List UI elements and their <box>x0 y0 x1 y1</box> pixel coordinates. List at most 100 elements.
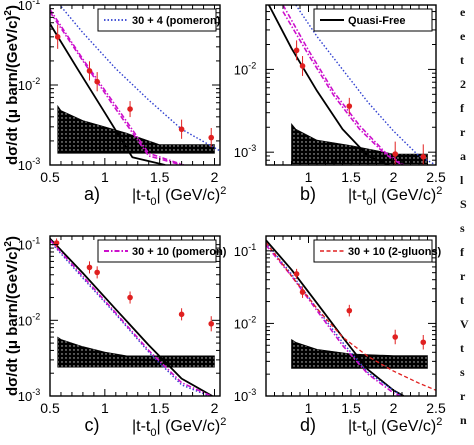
y-tick-label: 10-1 <box>18 236 40 253</box>
x-axis-title-part: |t-t <box>132 187 151 204</box>
curve-solid-1 <box>50 237 213 396</box>
y-tick-label: 10-3 <box>18 156 40 173</box>
data-point <box>420 339 427 346</box>
data-point <box>392 334 399 340</box>
y-axis-title: dσ/dt (μ barn/(GeV/c)2) <box>3 236 21 396</box>
x-axis-title: |t-t0| (GeV/c)2 <box>348 416 442 439</box>
side-text-fragment: f <box>460 101 464 115</box>
x-axis-title-part: |t-t <box>348 187 367 204</box>
y-tick-base: 10 <box>18 238 32 253</box>
y-tick-base: 10 <box>18 158 32 173</box>
side-text-fragment: a <box>460 149 466 163</box>
x-tick-label: 1 <box>305 169 313 185</box>
x-axis-title-exponent: 2 <box>436 416 442 428</box>
x-tick-label: 1 <box>101 169 109 185</box>
y-tick-exponent: -2 <box>32 76 40 86</box>
curve-dashdot-magenta-2 <box>282 11 403 165</box>
y-tick-exponent: -3 <box>32 387 40 397</box>
y-tick-exponent: -1 <box>248 242 256 252</box>
data-point <box>94 269 100 276</box>
curve-solid-1 <box>267 5 390 165</box>
y-tick-base: 10 <box>18 0 32 13</box>
x-tick-label: 2.5 <box>426 400 446 416</box>
y-axis-title: dσ/dt (μ barn/(GeV/c)2) <box>3 5 21 165</box>
curve-dotted-blue-2 <box>266 242 403 396</box>
side-text-fragment: e <box>460 5 466 19</box>
x-tick-label: 2 <box>211 169 219 185</box>
curve-dashdot-magenta-3 <box>50 239 212 396</box>
side-text-fragment: r <box>460 125 466 139</box>
y-tick-exponent: -3 <box>248 143 256 153</box>
side-text-fragment: n <box>460 413 467 427</box>
side-text-fragment: l <box>460 173 464 187</box>
y-tick-label: 10-3 <box>234 387 256 404</box>
x-axis-title-part: | (GeV/c) <box>373 187 437 204</box>
y-tick-label: 10-3 <box>234 143 256 160</box>
x-axis-title-subscript: 0 <box>150 196 156 208</box>
legend-box <box>313 8 433 32</box>
y-tick-base: 10 <box>234 389 248 404</box>
y-tick-base: 10 <box>18 78 32 93</box>
y-tick-base: 10 <box>234 145 248 160</box>
curve-dashdot-magenta-3 <box>50 8 185 165</box>
data-point <box>127 106 133 112</box>
x-tick-label: 1 <box>101 400 109 416</box>
side-text-fragment: S <box>460 197 467 211</box>
x-tick-label: 2 <box>390 400 398 416</box>
x-axis-title-exponent: 2 <box>436 185 442 197</box>
y-tick-exponent: -2 <box>32 311 40 321</box>
data-point <box>392 151 399 157</box>
y-axis-title-exponent: 2 <box>3 241 14 247</box>
x-tick-label: 1.5 <box>341 169 361 185</box>
data-point <box>208 320 215 327</box>
y-tick-base: 10 <box>18 389 32 404</box>
panel-label: b) <box>300 184 316 204</box>
side-text-fragment: f <box>460 245 464 259</box>
x-tick-label: 0.5 <box>40 400 60 416</box>
legend: 30 + 10 (2-gluons) <box>313 239 442 263</box>
panel-label: d) <box>300 415 316 435</box>
y-axis-title-exponent: 2 <box>3 10 14 16</box>
panel-label: c) <box>85 415 100 435</box>
y-tick-label: 10-2 <box>234 314 256 331</box>
data-point <box>299 63 306 69</box>
x-axis-title-part: | (GeV/c) <box>373 418 437 435</box>
x-axis-title-part: | (GeV/c) <box>157 187 221 204</box>
y-tick-exponent: -2 <box>248 314 256 324</box>
data-point <box>94 78 100 85</box>
y-tick-label: 10-1 <box>18 0 40 13</box>
curve-solid-1 <box>266 239 405 396</box>
legend: 30 + 4 (pomeron) <box>97 8 221 32</box>
side-text-fragment: s <box>460 221 465 235</box>
y-tick-label: 10-2 <box>18 311 40 328</box>
y-tick-base: 10 <box>18 313 32 328</box>
x-axis-title-part: |t-t <box>348 418 367 435</box>
y-tick-exponent: -1 <box>32 236 40 246</box>
x-tick-label: 2.5 <box>426 169 446 185</box>
legend-label: 30 + 4 (pomeron) <box>132 15 221 27</box>
y-tick-exponent: -2 <box>248 60 256 70</box>
legend-label: 30 + 10 (2-gluons) <box>348 246 442 258</box>
x-axis-title-part: |t-t <box>132 418 151 435</box>
data-point <box>293 271 300 277</box>
y-tick-label: 10-2 <box>18 76 40 93</box>
uncertainty-band <box>57 336 215 368</box>
side-text-fragment: V <box>460 317 469 331</box>
data-point <box>299 289 306 295</box>
x-tick-label: 1 <box>305 400 313 416</box>
legend-box <box>97 239 217 263</box>
x-tick-label: 2 <box>211 400 219 416</box>
data-point <box>54 34 61 40</box>
curve-dashed-red-4 <box>266 242 436 391</box>
plot-frame <box>49 235 221 397</box>
y-tick-label: 10-2 <box>234 60 256 77</box>
y-tick-exponent: -3 <box>248 387 256 397</box>
y-tick-base: 10 <box>234 316 248 331</box>
legend-box <box>97 8 217 32</box>
x-axis-title: |t-t0| (GeV/c)2 <box>348 185 442 208</box>
y-axis-title-part: ) <box>4 5 21 10</box>
data-point <box>346 307 353 314</box>
legend: Quasi-Free <box>313 8 433 32</box>
